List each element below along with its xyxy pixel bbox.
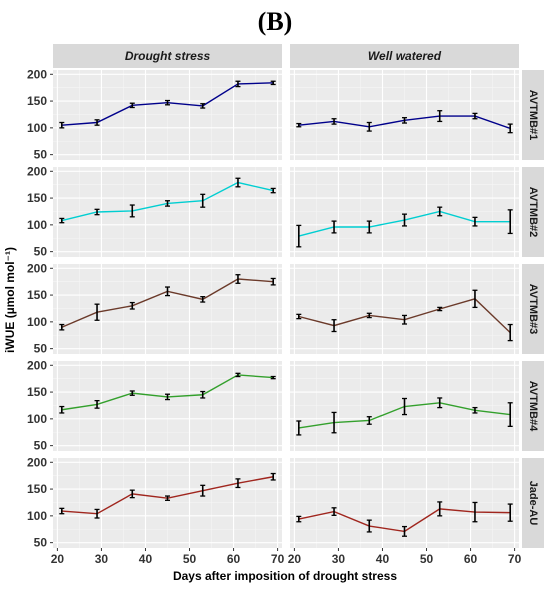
facet-strip-right — [522, 70, 544, 160]
x-tick-label: 40 — [139, 552, 153, 566]
facet-strip-right-label: AVTMB#1 — [527, 90, 539, 141]
x-tick-label: 50 — [420, 552, 434, 566]
facet-strip-right-label: AVTMB#3 — [527, 284, 539, 335]
y-tick-label: 100 — [27, 412, 47, 426]
facet-strip-right-label: AVTMB#2 — [527, 187, 539, 238]
x-tick-label: 30 — [95, 552, 109, 566]
y-tick-label: 200 — [27, 164, 47, 178]
x-axis-title: Days after imposition of drought stress — [173, 569, 397, 583]
x-tick-label: 60 — [227, 552, 241, 566]
y-tick-label: 100 — [27, 218, 47, 232]
y-tick-label: 50 — [34, 342, 48, 356]
facet-strip-top-label: Well watered — [368, 49, 442, 63]
y-axis-title: iWUE (µmol mol⁻¹) — [3, 247, 17, 353]
x-tick-label: 20 — [288, 552, 302, 566]
facet-strip-top — [290, 44, 519, 68]
facet-strip-right-label: AVTMB#4 — [527, 381, 539, 432]
y-tick-label: 150 — [27, 482, 47, 496]
y-tick-label: 150 — [27, 94, 47, 108]
y-tick-label: 100 — [27, 509, 47, 523]
x-tick-label: 60 — [464, 552, 478, 566]
y-tick-label: 200 — [27, 67, 47, 81]
y-tick-label: 50 — [34, 148, 48, 162]
x-tick-label: 50 — [183, 552, 197, 566]
x-tick-label: 70 — [271, 552, 285, 566]
x-tick-label: 40 — [376, 552, 390, 566]
facet-strip-right — [522, 167, 544, 257]
y-tick-label: 100 — [27, 121, 47, 135]
y-tick-label: 150 — [27, 191, 47, 205]
facet-strip-top — [53, 44, 282, 68]
x-tick-label: 70 — [508, 552, 522, 566]
facet-strip-right — [522, 458, 544, 548]
x-tick-label: 20 — [51, 552, 65, 566]
facet-strip-right — [522, 264, 544, 354]
y-tick-label: 100 — [27, 315, 47, 329]
panel-label: (B) — [258, 7, 293, 36]
y-tick-label: 50 — [34, 536, 48, 550]
y-tick-label: 200 — [27, 261, 47, 275]
y-tick-label: 50 — [34, 245, 48, 259]
facet-strip-top-label: Drought stress — [125, 49, 211, 63]
y-tick-label: 150 — [27, 385, 47, 399]
y-tick-label: 200 — [27, 358, 47, 372]
plot-area: Drought stress Well watered AVTMB#1 50 100 15… — [27, 44, 544, 566]
facet-strip-right — [522, 361, 544, 451]
y-tick-label: 50 — [34, 439, 48, 453]
y-tick-label: 150 — [27, 288, 47, 302]
facet-strip-right-label: Jade-AU — [527, 481, 539, 526]
x-tick-label: 30 — [332, 552, 346, 566]
y-tick-label: 200 — [27, 455, 47, 469]
